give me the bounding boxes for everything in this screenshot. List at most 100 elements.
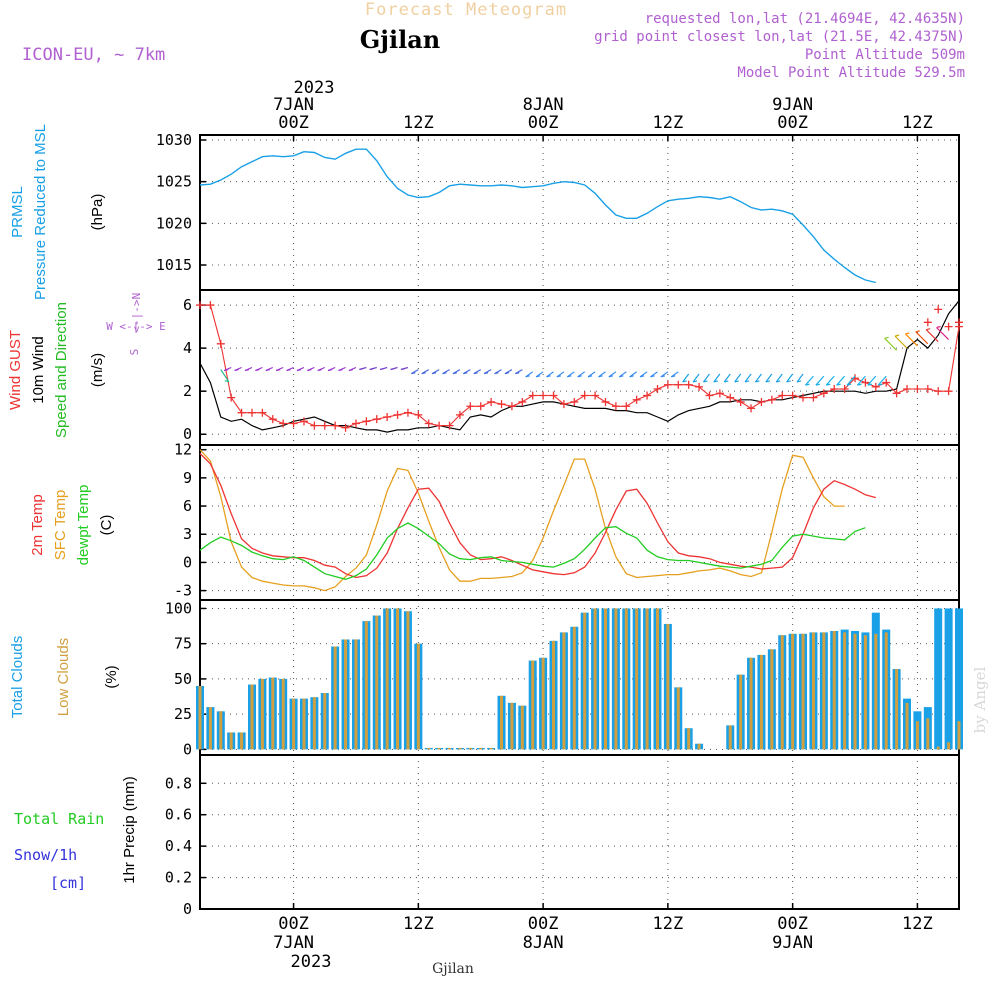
low-cloud-bar	[666, 623, 670, 750]
wind-gust-marker	[528, 391, 537, 400]
wind-direction-arrowhead	[755, 380, 760, 383]
wind-gust-marker	[923, 385, 932, 394]
wind-gust-marker	[611, 402, 620, 411]
wind-direction-arrowhead	[884, 336, 889, 339]
wind-gust-marker	[643, 391, 652, 400]
wind-gust-marker	[788, 391, 797, 400]
wind-direction-arrowhead	[619, 375, 624, 378]
wind-unit: (m/s)	[89, 353, 106, 387]
top-hour-label: 00Z	[278, 113, 309, 133]
wind-direction-arrowhead	[598, 375, 603, 378]
wind-gust-marker	[861, 378, 870, 387]
wind-gust-marker	[331, 421, 340, 430]
low-cloud-bar	[957, 721, 961, 750]
cloud-panel: 0 25 50 75 100	[165, 599, 963, 758]
wind-direction-arrow	[825, 375, 835, 386]
temp-2m-label: 2m Temp	[29, 494, 46, 555]
wind-gust-line	[200, 304, 960, 429]
wind-gust-marker	[882, 378, 891, 387]
low-cloud-bar	[500, 695, 504, 750]
wind-gust-marker	[736, 397, 745, 406]
model-altitude: Model Point Altitude 529.5m	[737, 65, 965, 81]
low-cloud-bar	[416, 643, 420, 750]
low-cloud-bar	[489, 747, 493, 750]
wind-gust-marker	[903, 385, 912, 394]
low-cloud-bar	[884, 632, 888, 750]
wind-direction-arrowhead	[431, 372, 437, 375]
wind-gust-marker	[663, 380, 672, 389]
wind-direction-arrowhead	[276, 368, 281, 372]
wind-gust-marker	[518, 397, 527, 406]
pressure-frame	[199, 134, 960, 291]
total-cloud-bar	[955, 608, 963, 750]
low-cloud-bar	[510, 702, 514, 750]
wind-direction-arrowhead	[244, 368, 250, 372]
wind-direction-arrowhead	[765, 380, 770, 383]
low-cloud-bar	[385, 608, 389, 750]
low-cloud-bar	[292, 698, 296, 750]
wind-direction-arrowhead	[504, 372, 510, 375]
wind-direction-arrowhead	[815, 383, 820, 386]
low-cloud-bar	[448, 747, 452, 750]
low-cloud-bar	[895, 669, 899, 750]
low-cloud-bar	[624, 608, 628, 750]
requested-coords: requested lon,lat (21.4694E, 42.4635N)	[645, 11, 965, 27]
compass-ns-arrows: <-|->	[130, 299, 143, 332]
wind-gust-marker	[747, 404, 756, 413]
low-cloud-bar	[250, 684, 254, 750]
wind-direction-arrowhead	[724, 380, 729, 383]
wind-direction-arrowhead	[734, 380, 739, 383]
wind-direction-arrowhead	[915, 330, 920, 333]
low-cloud-bar	[479, 747, 483, 750]
wind-gust-marker	[289, 419, 298, 428]
wind-direction-arrowhead	[535, 375, 541, 378]
low-cloud-bar	[572, 626, 576, 750]
top-hour-label: 00Z	[777, 113, 808, 133]
wind-direction-arrow	[702, 373, 710, 383]
low-cloud-bar	[749, 657, 753, 750]
wind-direction-arrowhead	[650, 375, 655, 378]
low-cloud-bar	[770, 649, 774, 750]
top-hour-label: 12Z	[902, 113, 933, 133]
precip-ytick-label: 0.8	[165, 774, 192, 792]
temp-unit: (C)	[98, 515, 115, 536]
wind-gust-marker	[705, 391, 714, 400]
wind-direction-arrow	[713, 373, 721, 383]
wind-gust-marker	[237, 408, 246, 417]
low-cloud-bar	[905, 702, 909, 750]
compass-we: W <-|-> E	[106, 320, 166, 333]
low-cloud-bar	[406, 611, 410, 750]
wind-direction-arrowhead	[255, 368, 260, 372]
top-year-label: 2023	[294, 78, 335, 98]
low-cloud-bar	[531, 660, 535, 750]
prmsl-label: PRMSL	[9, 186, 26, 238]
low-cloud-bar	[375, 615, 379, 750]
total-cloud-bar	[934, 608, 943, 750]
wind-gust-marker	[279, 419, 288, 428]
low-cloud-label: Low Clouds	[55, 638, 72, 716]
wind-direction-arrowhead	[682, 380, 687, 383]
low-cloud-bar	[260, 678, 264, 750]
wind-gust-marker	[715, 389, 724, 398]
bottom-date-label: 8JAN	[523, 933, 564, 953]
low-cloud-bar	[302, 698, 306, 750]
wind-gust-marker	[206, 301, 215, 310]
wind-gust-marker	[830, 385, 839, 394]
wind-gust-marker	[196, 301, 204, 310]
low-cloud-bar	[915, 721, 919, 750]
wind-gust-marker	[466, 402, 475, 411]
wind-gust-marker	[497, 400, 506, 409]
pressure-ytick-label: 1020	[156, 214, 192, 232]
wind-direction-arrowhead	[894, 334, 900, 337]
low-cloud-bar	[614, 608, 618, 750]
wind-direction-arrowhead	[546, 375, 551, 378]
wind-direction-arrowhead	[421, 372, 426, 375]
wind-gust-marker	[310, 421, 319, 430]
wind-direction-arrowhead	[703, 380, 708, 383]
wind-direction-arrowhead	[515, 372, 520, 375]
wind-gust-marker	[414, 410, 423, 419]
compass-n: N	[130, 293, 143, 300]
wind-direction-arrowhead	[390, 367, 395, 371]
low-cloud-bar	[354, 639, 358, 750]
low-cloud-bar	[229, 732, 233, 750]
